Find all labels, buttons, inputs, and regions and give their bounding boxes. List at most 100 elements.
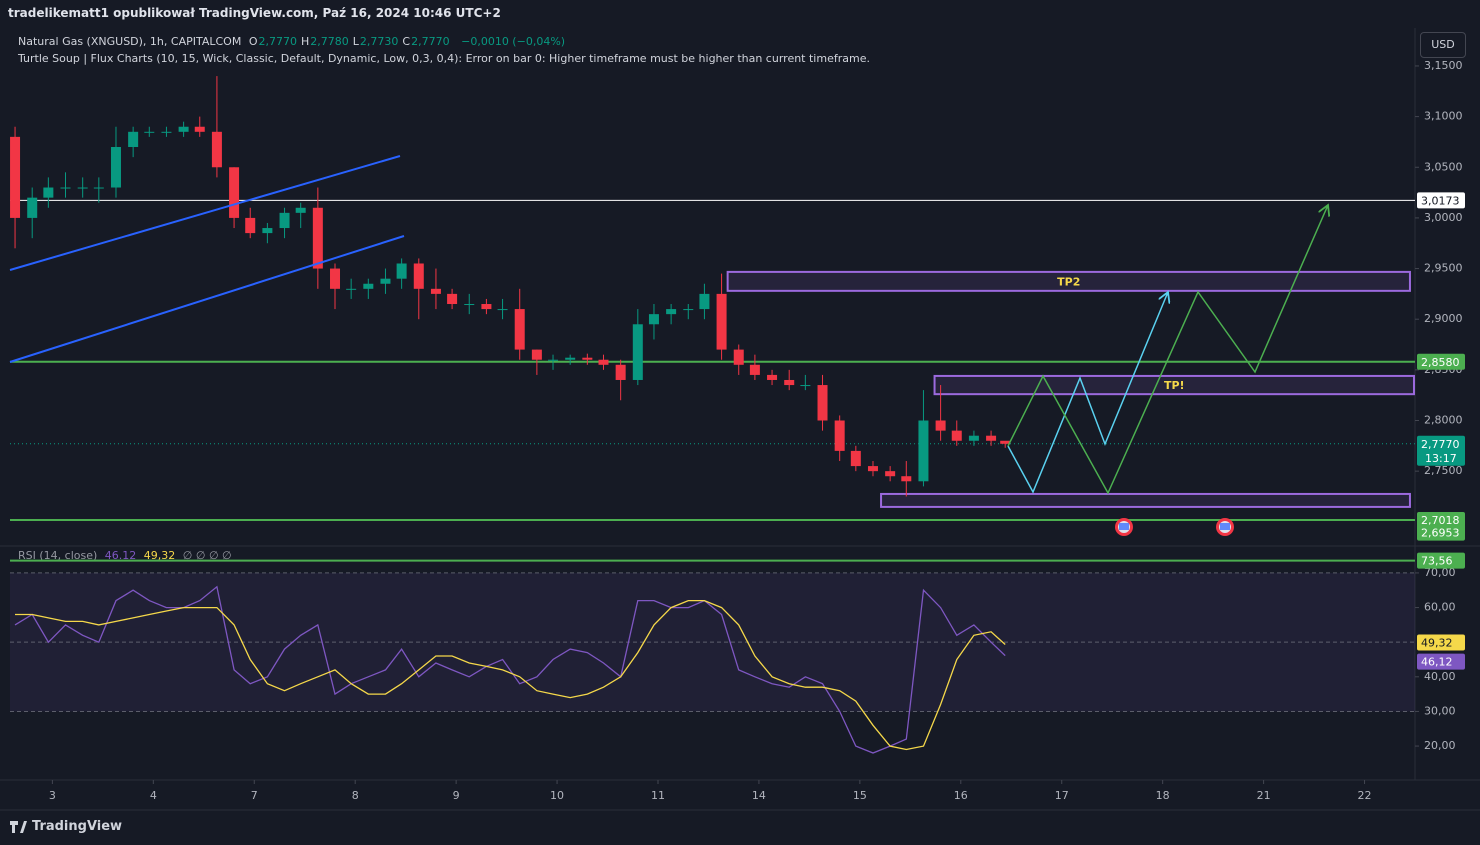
candle-body <box>413 263 424 289</box>
ohlc-key: C <box>402 35 411 48</box>
candle-body <box>178 126 189 132</box>
candle-body <box>598 359 609 365</box>
panes <box>0 28 1480 811</box>
candle-body <box>161 131 172 133</box>
y-tick-label: 20,00 <box>1424 739 1456 752</box>
candle-body <box>817 385 828 421</box>
candle-body <box>1000 440 1011 444</box>
candle-body <box>262 228 273 234</box>
x-tick-label: 16 <box>954 789 968 802</box>
candle-body <box>716 293 727 350</box>
candle-body <box>951 430 962 441</box>
x-tick-label: 8 <box>352 789 359 802</box>
candle-body <box>683 309 694 311</box>
candle-body <box>229 167 240 218</box>
rsi-value: 46.12 <box>104 549 137 562</box>
channel-line <box>9 235 405 363</box>
y-tick-label: 2,7500 <box>1424 464 1463 477</box>
candle-body <box>481 304 492 310</box>
level-label: 2,8580 <box>1421 356 1460 369</box>
y-tick-label: 3,0000 <box>1424 211 1463 224</box>
level-label: 73,56 <box>1421 555 1453 568</box>
candle-body <box>834 420 845 451</box>
level-label-bg <box>1417 192 1465 209</box>
candle-body <box>699 293 710 310</box>
event-icon <box>1115 518 1133 536</box>
x-tick-label: 11 <box>651 789 665 802</box>
candle-body <box>330 268 341 289</box>
candle-body <box>396 263 407 279</box>
candle-body <box>733 349 744 365</box>
candle-body <box>295 207 306 213</box>
candle-body <box>312 207 323 269</box>
x-tick-label: 21 <box>1257 789 1271 802</box>
candle-body <box>749 364 760 375</box>
candle-body <box>60 187 71 189</box>
y-tick-label: 40,00 <box>1424 670 1456 683</box>
ohlc-value: 2,7780 <box>310 35 349 48</box>
x-tick-label: 17 <box>1055 789 1069 802</box>
publisher: tradelikematt1 opublikował TradingView.c… <box>8 6 501 20</box>
candle-body <box>968 435 979 441</box>
change: −0,0010 (−0,04%) <box>461 35 566 48</box>
candle-body <box>128 131 139 147</box>
y-tick-label: 60,00 <box>1424 601 1456 614</box>
candle-body <box>986 435 997 441</box>
candle-body <box>565 357 576 360</box>
candle-body <box>767 374 778 380</box>
candle-body <box>582 357 593 360</box>
x-tick-label: 7 <box>251 789 258 802</box>
candle-body <box>800 385 811 387</box>
x-tick-label: 15 <box>853 789 867 802</box>
ohlc: O2,7770 H2,7780 L2,7730 C2,7770 <box>249 35 454 48</box>
scenario-arrow <box>1007 205 1328 495</box>
candle-body <box>918 420 929 482</box>
zone-label: TP! <box>1164 379 1185 392</box>
candle-body <box>77 187 88 189</box>
ohlc-key: O <box>248 35 258 48</box>
ohlc-value: 2,7730 <box>359 35 399 48</box>
ohlc-key: H <box>301 35 310 48</box>
channel-line <box>9 155 401 271</box>
indicator-legend: Turtle Soup | Flux Charts (10, 15, Wick,… <box>18 52 870 65</box>
candle-body <box>666 309 677 315</box>
series-label-bg <box>1417 653 1465 670</box>
candle-body <box>27 197 38 218</box>
countdown: 13:17 <box>1425 452 1457 465</box>
currency-button[interactable]: USD <box>1420 32 1466 58</box>
candle-body <box>194 126 205 132</box>
x-tick-label: 18 <box>1156 789 1170 802</box>
y-tick-label: 2,9000 <box>1424 312 1463 325</box>
candle-body <box>110 146 121 188</box>
ohlc-value: 2,7770 <box>411 35 450 48</box>
x-tick-label: 14 <box>752 789 766 802</box>
candle-body <box>548 359 559 361</box>
rsi-empty: ∅ ∅ ∅ ∅ <box>182 549 232 562</box>
event-icon <box>1216 518 1234 536</box>
brand: TradingView <box>32 819 123 834</box>
candle-body <box>447 293 458 305</box>
series-label-bg <box>1417 634 1465 651</box>
x-tick-label: 10 <box>550 789 564 802</box>
candle-body <box>531 349 542 360</box>
candle-body <box>380 278 391 284</box>
candle-body <box>497 309 508 311</box>
zone <box>933 374 1415 396</box>
level-label: 3,0173 <box>1421 194 1460 207</box>
symbol-title: Natural Gas (XNGUSD), 1h, CAPITALCOM <box>18 35 242 48</box>
candle-body <box>144 131 155 133</box>
price-legend: Natural Gas (XNGUSD), 1h, CAPITALCOM O 2,… <box>18 35 569 48</box>
level-label: 2,6953 <box>1421 527 1460 540</box>
zone <box>880 492 1411 508</box>
candle-body <box>464 304 475 306</box>
x-tick-label: 4 <box>150 789 157 802</box>
level-label-bg <box>1417 552 1465 569</box>
candle-body <box>615 364 626 380</box>
candle-body <box>430 288 441 294</box>
rsi-line <box>15 599 1006 751</box>
y-tick-label: 30,00 <box>1424 704 1456 717</box>
y-tick-label: 3,0500 <box>1424 160 1463 173</box>
